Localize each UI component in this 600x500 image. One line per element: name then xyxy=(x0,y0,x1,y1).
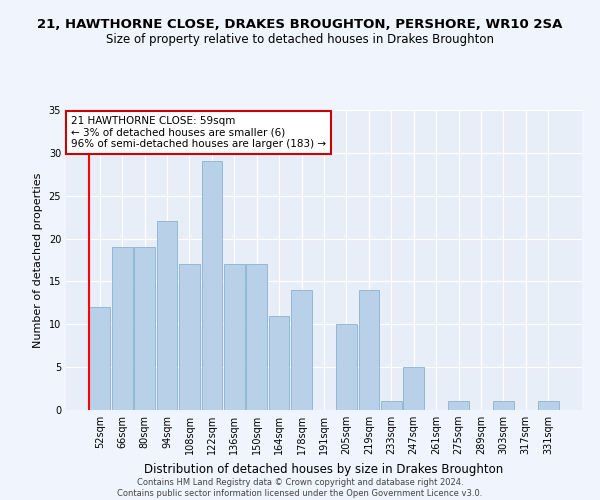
Bar xyxy=(336,324,357,410)
Bar xyxy=(448,402,469,410)
Bar xyxy=(538,402,559,410)
Bar xyxy=(224,264,245,410)
Bar xyxy=(403,367,424,410)
Bar xyxy=(269,316,289,410)
Bar xyxy=(202,162,222,410)
Text: Contains HM Land Registry data © Crown copyright and database right 2024.
Contai: Contains HM Land Registry data © Crown c… xyxy=(118,478,482,498)
Bar xyxy=(89,307,110,410)
Bar xyxy=(247,264,267,410)
Y-axis label: Number of detached properties: Number of detached properties xyxy=(33,172,43,348)
Bar xyxy=(179,264,200,410)
Text: Size of property relative to detached houses in Drakes Broughton: Size of property relative to detached ho… xyxy=(106,32,494,46)
Text: 21 HAWTHORNE CLOSE: 59sqm
← 3% of detached houses are smaller (6)
96% of semi-de: 21 HAWTHORNE CLOSE: 59sqm ← 3% of detach… xyxy=(71,116,326,149)
Bar xyxy=(134,247,155,410)
Text: 21, HAWTHORNE CLOSE, DRAKES BROUGHTON, PERSHORE, WR10 2SA: 21, HAWTHORNE CLOSE, DRAKES BROUGHTON, P… xyxy=(37,18,563,30)
Bar xyxy=(381,402,401,410)
X-axis label: Distribution of detached houses by size in Drakes Broughton: Distribution of detached houses by size … xyxy=(145,462,503,475)
Bar xyxy=(359,290,379,410)
Bar xyxy=(157,222,178,410)
Bar xyxy=(493,402,514,410)
Bar xyxy=(291,290,312,410)
Bar xyxy=(112,247,133,410)
